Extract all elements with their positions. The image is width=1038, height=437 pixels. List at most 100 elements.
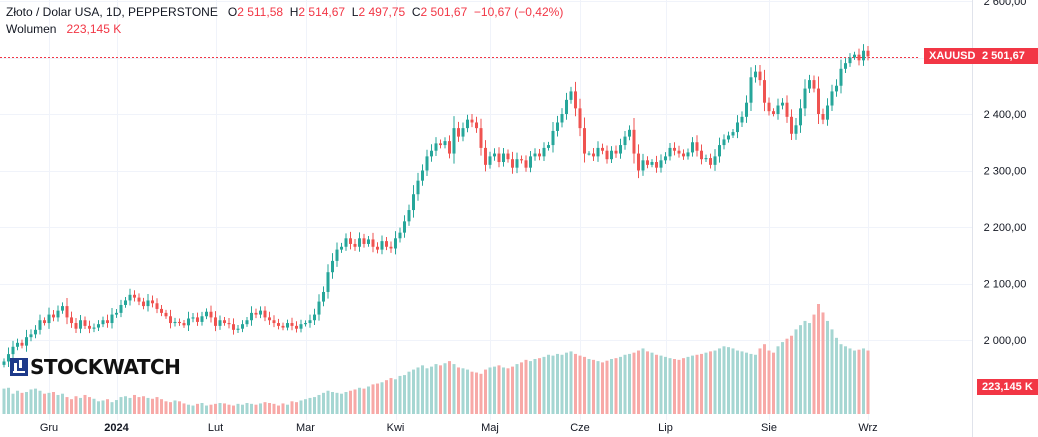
candle-body [412, 194, 415, 211]
candle-body [709, 158, 712, 165]
volume-bar [623, 354, 627, 414]
volume-bar [479, 373, 483, 414]
volume-bar [754, 354, 757, 414]
candle-body [214, 317, 217, 326]
candle-body [43, 320, 46, 324]
volume-bar [475, 372, 478, 414]
candle-body [470, 119, 474, 123]
volume-bar [182, 403, 186, 414]
candle-body [479, 128, 483, 148]
volume-bar [713, 350, 717, 414]
volume-bar [691, 355, 694, 414]
candle-body [682, 153, 685, 157]
candle-body [2, 361, 6, 365]
candle-body [353, 243, 357, 247]
candle-body [394, 238, 397, 249]
candle-body [830, 91, 834, 106]
y-tick-label: 2 300,00 [984, 166, 1027, 178]
time-axis[interactable]: Gru 2024 Lut Mar Kwi Maj Cze Lip Sie Wrz [40, 422, 878, 434]
volume-bar [358, 387, 361, 414]
candle-body [110, 314, 114, 324]
volume-bar [299, 400, 303, 414]
ohlc-row: Złoto / Dolar USA, 1D, PEPPERSTONE O2 51… [6, 4, 563, 21]
candle-body [601, 147, 604, 151]
volume-bar [106, 399, 109, 414]
volume-bar [290, 401, 294, 414]
candle-body [799, 108, 802, 126]
volume-bar [839, 344, 843, 414]
volume-bar [277, 405, 280, 414]
open-key: O [227, 5, 238, 19]
candle-body [731, 132, 735, 136]
volume-bar [173, 400, 177, 414]
candle-body [218, 320, 222, 326]
volume-bar [7, 387, 10, 414]
candle-body [794, 125, 798, 134]
candle-body [272, 320, 276, 324]
candle-body [659, 160, 663, 168]
candle-body [416, 180, 420, 195]
volume-bar [646, 351, 649, 414]
volume-bar [803, 320, 807, 414]
volume-bar [524, 359, 528, 414]
candle-body [727, 135, 730, 140]
volume-bar [763, 344, 766, 414]
candle-body [200, 316, 204, 322]
volume-bar [637, 350, 640, 414]
volume-bar [817, 304, 820, 414]
candle-body [623, 136, 627, 146]
symbol-price-tag: XAUUSD [924, 48, 981, 64]
candle-body [313, 314, 316, 321]
candle-body [452, 128, 456, 154]
volume-bar [326, 390, 330, 414]
volume-bar [448, 361, 451, 414]
volume-bar [776, 346, 780, 414]
volume-bar [574, 353, 577, 414]
volume-bar [236, 403, 240, 414]
volume-bar [520, 362, 523, 414]
last-price-tag: 2 501,67 [977, 48, 1038, 64]
candle-body [853, 54, 856, 58]
candle-body [241, 324, 244, 329]
y-tick-label: 2 400,00 [984, 109, 1027, 121]
candle-body [340, 246, 343, 250]
volume-bar [695, 354, 699, 414]
volume-bar [592, 359, 595, 414]
x-tick-label: Sie [761, 422, 777, 434]
volume-bar [317, 394, 321, 414]
candle-body [358, 238, 361, 247]
chart-gridlines [0, 0, 972, 420]
volume-bar [848, 348, 852, 414]
candle-body [362, 238, 366, 244]
volume-bar [673, 359, 676, 414]
volume-bar [790, 335, 793, 414]
candle-body [583, 128, 586, 154]
volume-bar [443, 363, 447, 414]
volume-bar [610, 359, 613, 414]
volume-bar [412, 369, 415, 414]
candle-body [34, 329, 37, 335]
x-tick-label: Lut [208, 422, 223, 434]
candle-body [232, 324, 235, 330]
volume-bar [250, 403, 253, 414]
volume-bar [259, 403, 262, 414]
candlesticks[interactable] [2, 44, 870, 368]
y-tick-label: 2 100,00 [984, 279, 1027, 291]
volume-bar [709, 351, 712, 414]
volume-bar [268, 403, 271, 414]
candle-body [506, 153, 510, 160]
candle-body [848, 57, 852, 64]
volume-bar [70, 399, 73, 414]
candle-body [308, 320, 312, 324]
volume-bar [416, 367, 420, 414]
volume-bar [736, 350, 739, 414]
volume-bar [313, 397, 316, 414]
volume-bar [155, 397, 159, 414]
candle-body [839, 68, 843, 86]
change-value: −10,67 (−0,42%) [473, 5, 564, 19]
volume-bar [682, 358, 685, 414]
volume-bar [20, 392, 24, 414]
candle-body [268, 317, 271, 321]
volume-bar [196, 403, 199, 414]
